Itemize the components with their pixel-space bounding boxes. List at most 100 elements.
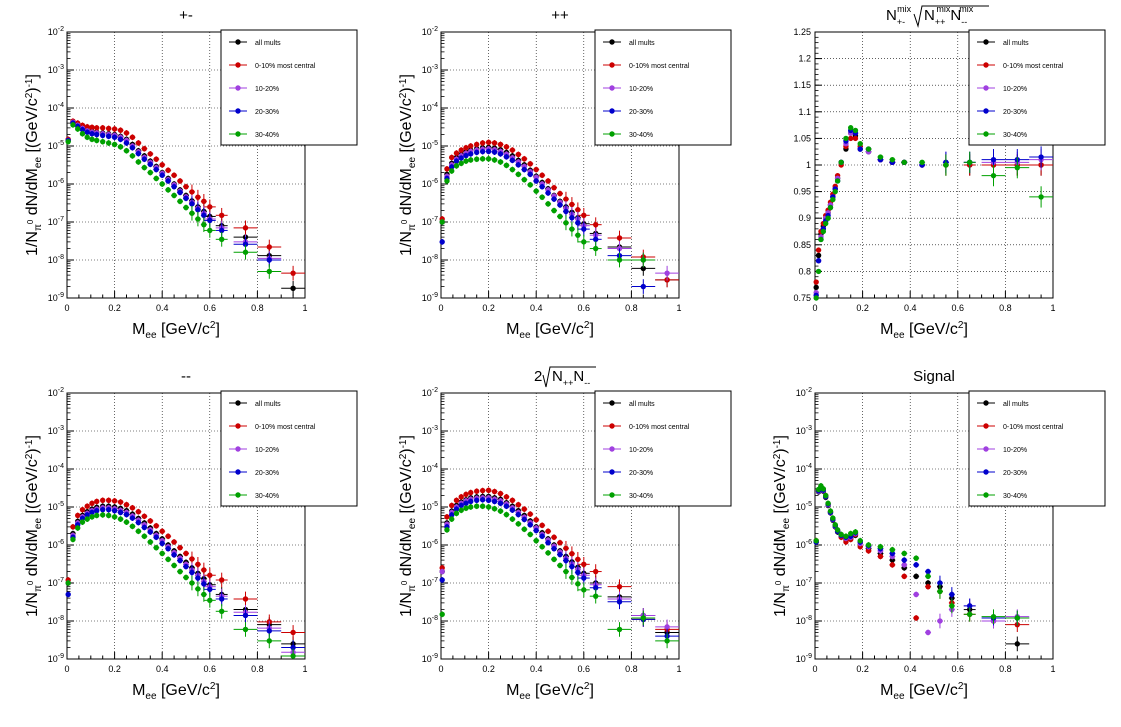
y-tick-label: 10-6 — [48, 178, 64, 189]
series-30-40- — [65, 121, 282, 279]
data-point — [165, 187, 171, 193]
legend-entry: 30-40% — [255, 132, 279, 139]
data-point — [79, 126, 86, 133]
data-point — [575, 581, 581, 587]
data-point — [509, 147, 516, 153]
legend-entry: 20-30% — [629, 470, 653, 477]
data-point — [497, 490, 504, 497]
data-point — [177, 178, 183, 184]
data-point — [449, 154, 455, 161]
legend-entry: all mults — [255, 401, 281, 408]
data-point — [117, 516, 124, 522]
data-point — [551, 196, 557, 202]
y-tick-label: 10-8 — [48, 254, 64, 265]
y-tick-label: 10-2 — [796, 387, 812, 398]
data-point — [449, 164, 455, 170]
y-axis-label: 1/Nπ0 dN/dMee [(GeV/c2)-1] — [398, 74, 418, 256]
data-point — [141, 513, 148, 519]
data-point — [913, 555, 919, 561]
legend-marker — [609, 62, 615, 68]
data-point — [485, 139, 492, 146]
x-tick-label: 0 — [64, 303, 69, 313]
chart-panel-6: 0 0.2 0.4 0.6 0.8 1 10-9 10-8 10-7 10-6 10-5 10-4 10… — [772, 368, 1106, 702]
data-point — [937, 618, 943, 624]
data-point — [290, 285, 296, 291]
y-tick-label: 10-8 — [48, 615, 64, 626]
data-point — [813, 284, 819, 291]
data-point — [832, 188, 838, 195]
legend-marker — [609, 39, 615, 45]
legend: all mults 0-10% most central 10-20% 20-30% 3… — [968, 29, 1106, 146]
data-point — [219, 608, 225, 614]
data-point — [171, 539, 177, 545]
data-point — [815, 247, 822, 253]
series-30-40- — [439, 155, 656, 268]
data-point — [439, 568, 445, 575]
legend: all mults 0-10% most central 10-20% 20-30% 3… — [594, 29, 732, 146]
legend-marker — [235, 446, 241, 452]
y-tick-label: 10-3 — [422, 425, 438, 436]
legend-entry: 0-10% most central — [255, 63, 316, 70]
data-point — [453, 163, 460, 169]
data-point — [165, 533, 171, 539]
data-point — [463, 491, 469, 498]
data-point — [105, 125, 112, 132]
data-point — [266, 638, 272, 644]
chart-title: ++ — [551, 7, 569, 24]
data-point — [913, 562, 919, 568]
data-point — [444, 178, 450, 184]
x-tick-label: 0.2 — [856, 303, 869, 313]
data-point — [453, 158, 460, 164]
data-point — [521, 166, 527, 173]
legend-entry: 20-30% — [1003, 470, 1027, 477]
data-point — [967, 611, 973, 618]
y-tick-label: 0.9 — [798, 213, 811, 223]
data-point — [515, 521, 522, 527]
data-point — [290, 644, 296, 651]
legend: all mults 0-10% most central 10-20% 20-30% 3… — [220, 390, 358, 507]
data-point — [159, 550, 165, 557]
x-axis-label: Mee [GeV/c2] — [506, 681, 594, 702]
data-point — [117, 127, 124, 133]
data-point — [135, 150, 142, 157]
data-point — [569, 551, 575, 557]
y-tick-label: 10-3 — [48, 64, 64, 75]
y-tick-label: 10-4 — [48, 102, 64, 113]
data-point — [551, 556, 557, 563]
data-point — [135, 519, 142, 526]
chart-title: -- — [181, 368, 191, 385]
data-point — [838, 531, 844, 538]
data-point — [593, 236, 599, 243]
data-point — [485, 504, 492, 510]
x-tick-label: 0.8 — [625, 664, 638, 674]
x-axis-label: Mee [GeV/c2] — [132, 681, 220, 702]
series-20-30- — [65, 506, 305, 655]
data-point — [449, 512, 455, 518]
legend-entry: 20-30% — [629, 109, 653, 116]
x-tick-label: 0.8 — [999, 664, 1012, 674]
data-point — [575, 207, 581, 213]
data-point — [444, 166, 450, 172]
data-point — [147, 529, 153, 535]
legend-marker — [235, 400, 241, 406]
data-point — [195, 561, 201, 568]
data-point — [449, 516, 455, 522]
data-point — [943, 162, 949, 168]
data-point — [94, 507, 100, 514]
series-30-40- — [813, 482, 1030, 626]
data-point — [242, 241, 249, 247]
data-point — [159, 181, 165, 187]
y-tick-label: 10-2 — [48, 26, 64, 37]
data-point — [65, 580, 71, 586]
data-point — [575, 556, 581, 563]
data-point — [843, 135, 849, 142]
data-point — [479, 156, 486, 162]
data-point — [813, 295, 819, 301]
legend-entry: 10-20% — [255, 86, 279, 93]
data-point — [515, 151, 522, 158]
data-point — [937, 580, 943, 586]
data-point — [815, 258, 822, 264]
data-point — [468, 157, 474, 163]
data-point — [171, 183, 177, 190]
